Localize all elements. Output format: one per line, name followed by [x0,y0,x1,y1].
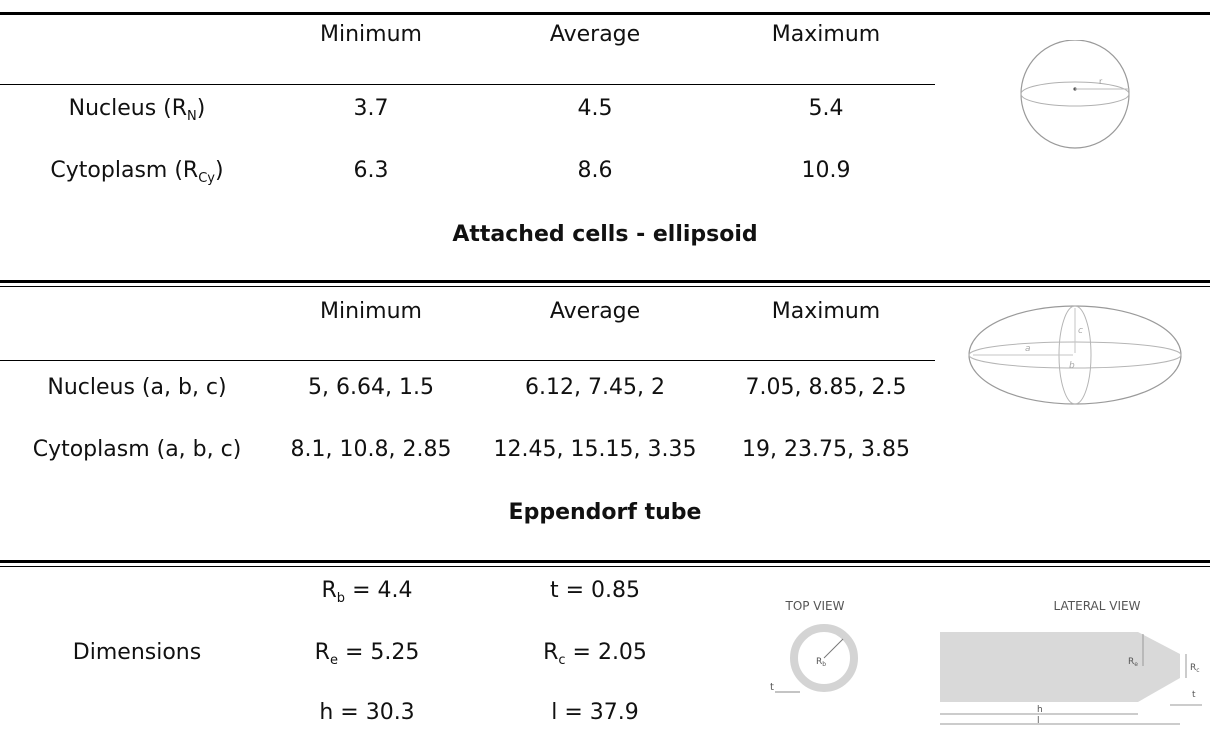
ellipsoid-a-label: a [1025,344,1031,354]
top-view-rb-label: Rb [816,657,826,668]
lateral-h-label: h [1037,705,1043,715]
re-symbol: R [1128,657,1134,667]
rb-sub: b [822,661,826,668]
dim-value: = 4.4 [345,578,413,603]
dim-symbol: R [314,640,330,665]
row-label-dimensions: Dimensions [72,640,202,665]
top-rule [0,12,1210,15]
row-label-text: Cytoplasm (R [50,158,199,183]
dim-symbol: h [319,700,334,725]
sphere-diagram: r [1020,40,1130,149]
top-view-label: TOP VIEW [784,599,844,613]
row-label-sub: Cy [198,171,215,186]
nucleus-max: 5.4 [808,96,844,121]
row-label-text: Nucleus (R [68,96,188,121]
col-header-maximum: Maximum [771,22,881,47]
lateral-t-label: t [1192,690,1196,700]
row-label-cytoplasm: Cytoplasm (RCy) [50,158,223,186]
dim-value: = 5.25 [337,640,420,665]
dim-value: = 37.9 [557,700,639,725]
dim-rc: Rc = 2.05 [543,640,647,668]
dim-symbol: R [321,578,337,603]
tube-top-rule-2 [0,566,1210,567]
row-label-sub: N [187,109,197,124]
dim-sub: b [336,591,346,606]
dim-symbol: t [549,578,559,603]
col-header-maximum: Maximum [771,299,881,324]
col-header-minimum: Minimum [320,299,422,324]
dim-value: = 30.3 [333,700,415,725]
rb-symbol: R [816,657,822,667]
cytoplasm-abc-avg: 12.45, 15.15, 3.35 [493,437,697,462]
lateral-view-label: LATERAL VIEW [1054,599,1141,613]
dim-re: Re = 5.25 [315,640,420,668]
ellipsoid-top-rule [0,280,1210,283]
dim-sub: c [558,653,566,668]
ellipsoid-diagram: a c b [968,305,1182,405]
header-rule [0,84,935,85]
ellipsoid-header-rule [0,360,935,361]
tube-diagram: TOP VIEW Rb t LATERAL VIEW Re Rc t h l [770,599,1202,726]
cytoplasm-min: 6.3 [353,158,389,183]
rc-sub: c [1196,667,1199,674]
dim-value: = 0.85 [558,578,641,603]
dim-rb: Rb = 4.4 [322,578,413,606]
tube-top-rule [0,560,1210,563]
cytoplasm-abc-min: 8.1, 10.8, 2.85 [290,437,452,462]
cytoplasm-avg: 8.6 [577,158,613,183]
dim-sub: e [329,653,338,668]
row-label-nucleus-abc: Nucleus (a, b, c) [47,375,227,400]
tube-title: Eppendorf tube [508,500,702,525]
row-label-nucleus: Nucleus (RN) [69,96,206,124]
nucleus-abc-max: 7.05, 8.85, 2.5 [745,375,907,400]
dim-value: = 2.05 [565,640,647,665]
dim-t: t = 0.85 [550,578,640,603]
col-header-average: Average [549,299,641,324]
row-label-end: ) [214,158,224,183]
nucleus-avg: 4.5 [577,96,613,121]
dim-h: h = 30.3 [319,700,414,725]
ellipsoid-b-label: b [1069,361,1075,371]
ellipsoid-top-rule-2 [0,286,1210,287]
nucleus-min: 3.7 [353,96,389,121]
nucleus-abc-min: 5, 6.64, 1.5 [308,375,434,400]
dim-symbol: l [551,700,558,725]
ellipsoid-title: Attached cells - ellipsoid [452,222,758,247]
nucleus-abc-avg: 6.12, 7.45, 2 [525,375,665,400]
row-label-end: ) [196,96,206,121]
tube-lateral-view: LATERAL VIEW Re Rc t h l [940,599,1202,726]
sphere-radius-label: r [1099,77,1103,86]
top-view-t-label: t [770,682,774,693]
cytoplasm-abc-max: 19, 23.75, 3.85 [742,437,910,462]
lateral-rc-label: Rc [1190,663,1200,674]
col-header-average: Average [549,22,641,47]
cytoplasm-max: 10.9 [801,158,851,183]
ellipsoid-c-label: c [1078,326,1083,336]
dim-l: l = 37.9 [551,700,639,725]
lateral-l-label: l [1037,716,1040,726]
col-header-minimum: Minimum [320,22,422,47]
lateral-re-label: Re [1128,657,1138,668]
row-label-cytoplasm-abc: Cytoplasm (a, b, c) [32,437,242,462]
dim-symbol: R [543,640,559,665]
re-sub: e [1134,661,1138,668]
tube-top-view: TOP VIEW Rb t [770,599,858,693]
rc-symbol: R [1190,663,1196,673]
